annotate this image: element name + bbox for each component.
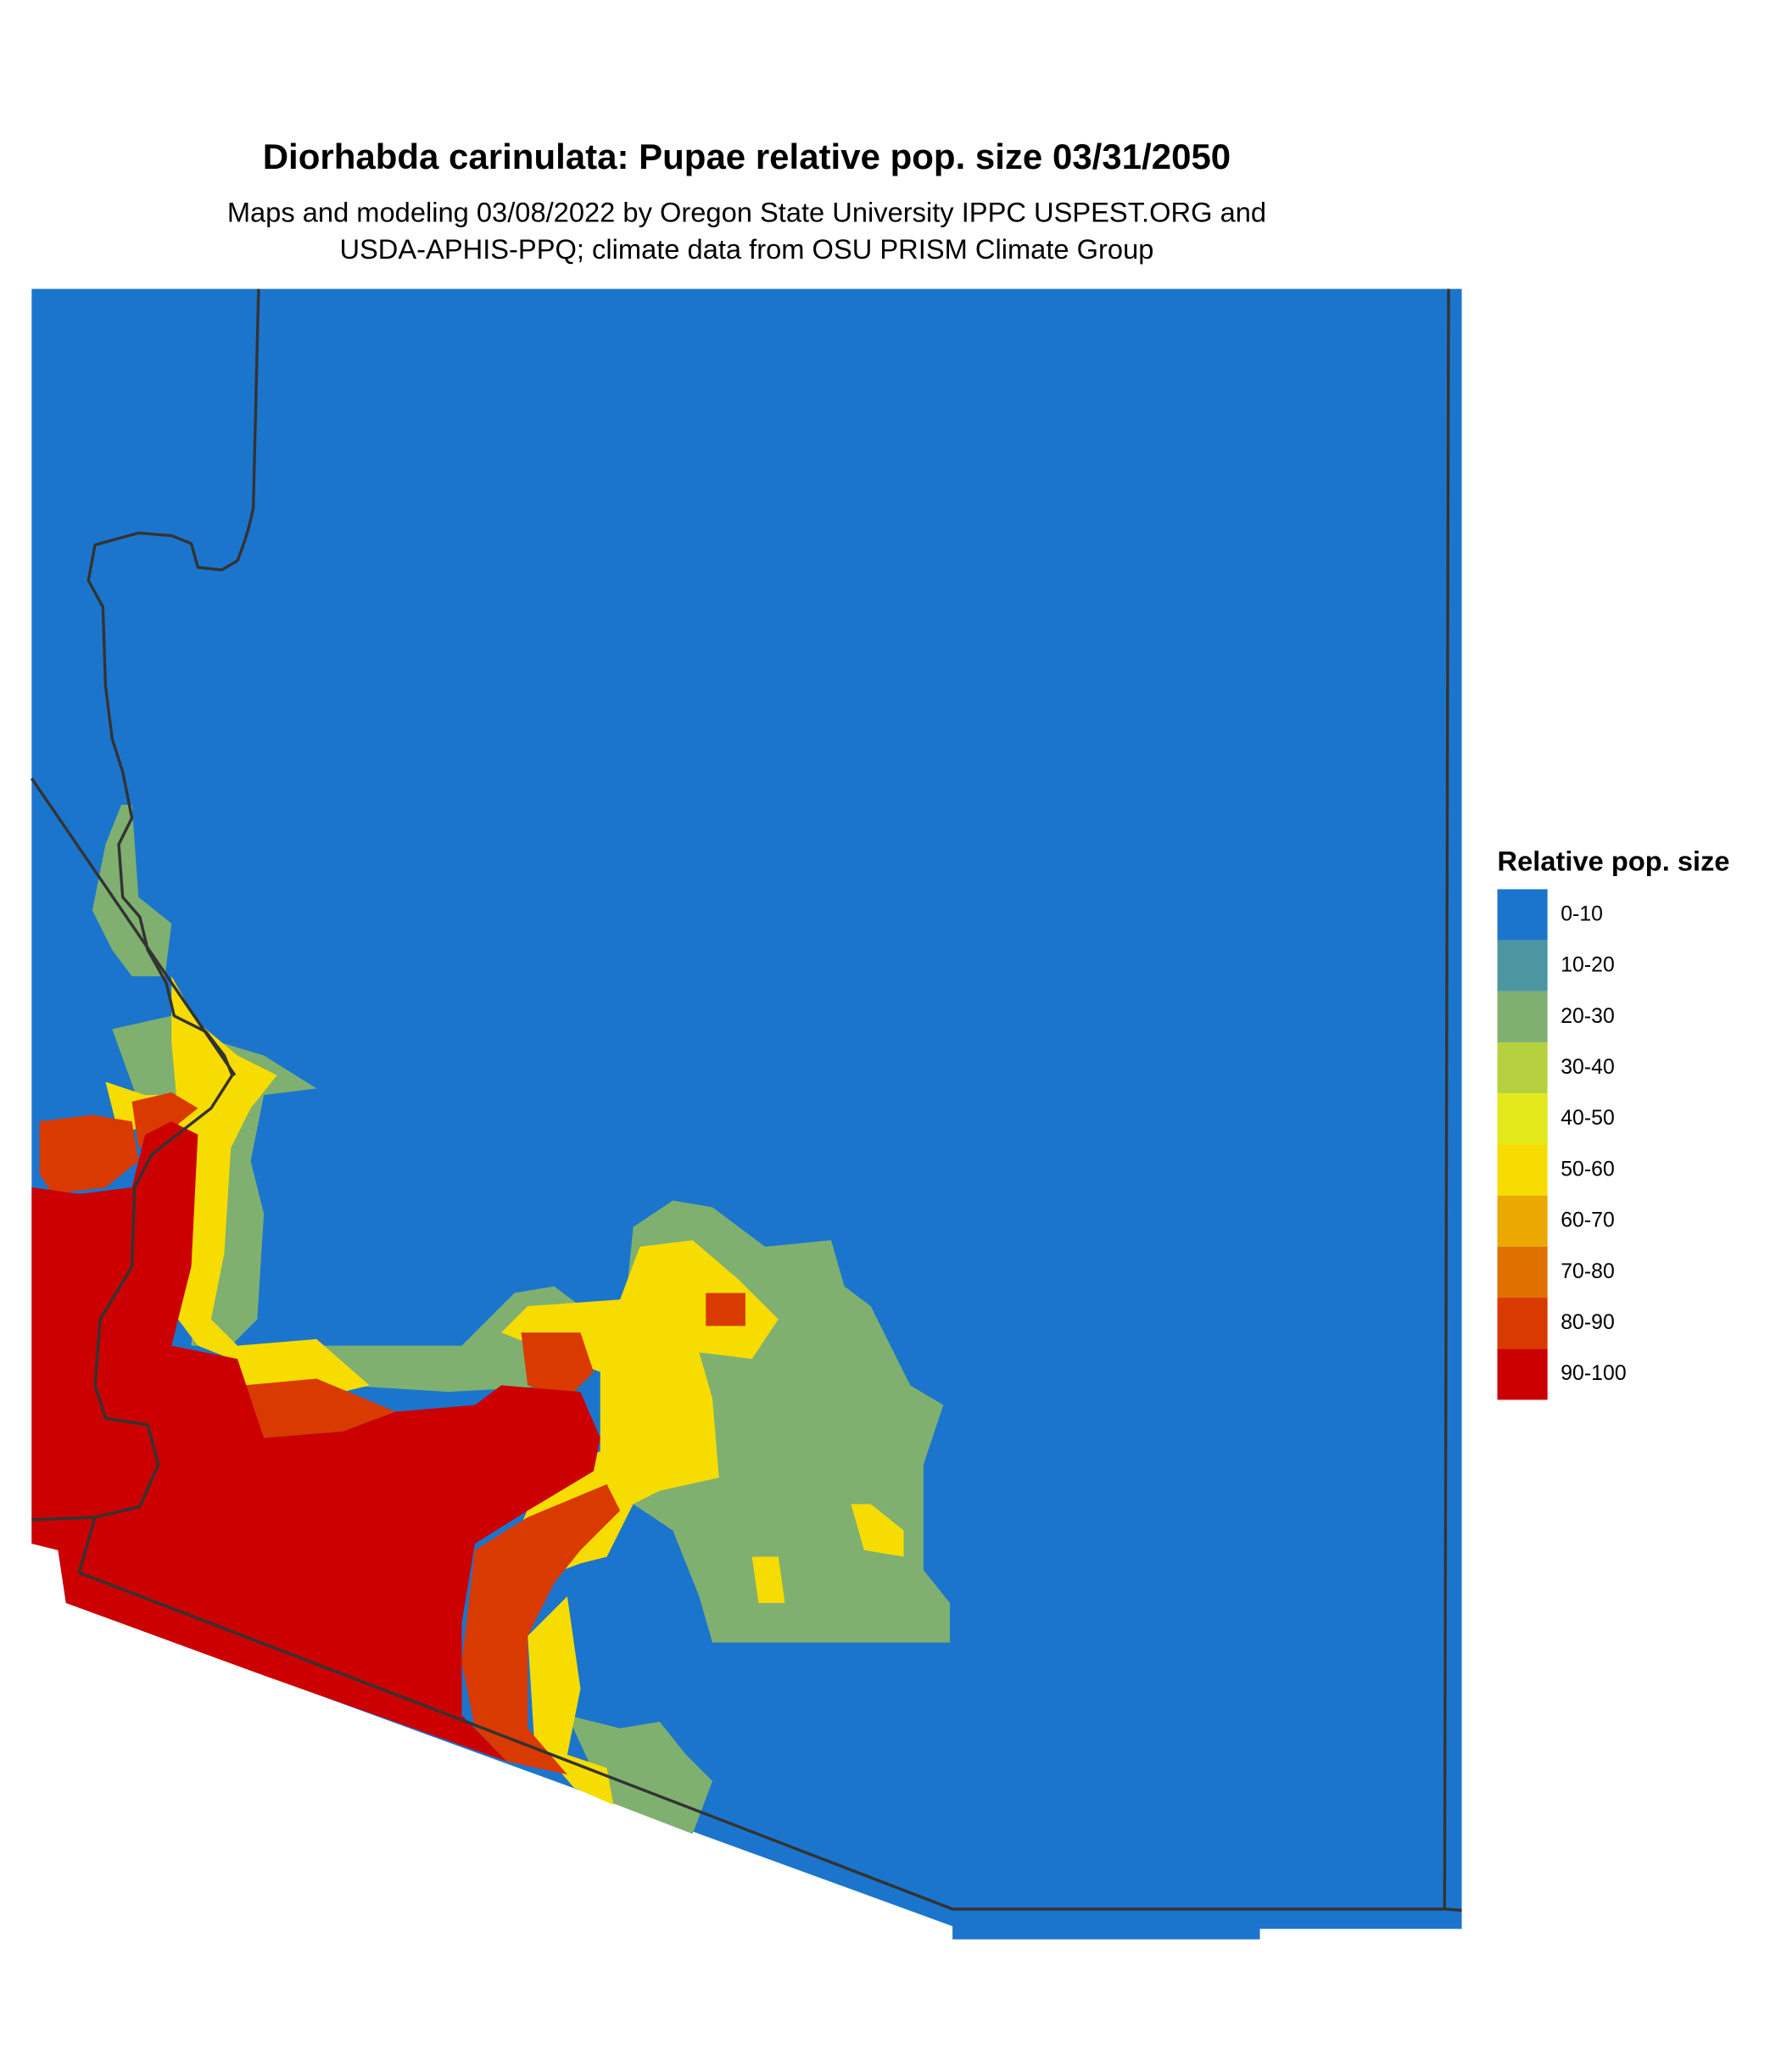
legend-swatch [1497, 889, 1548, 941]
legend-swatch [1497, 1195, 1548, 1247]
region [316, 1286, 581, 1393]
legend-swatch [1497, 1042, 1548, 1094]
legend-label: 20-30 [1560, 1004, 1615, 1028]
map-subtitle: USDA-APHIS-PPQ; climate data from OSU PR… [339, 233, 1153, 265]
region [567, 1715, 712, 1835]
legend-label: 40-50 [1560, 1106, 1615, 1130]
legend-swatch [1497, 940, 1548, 991]
legend-swatch [1497, 1093, 1548, 1145]
region [461, 1484, 621, 1775]
legend-label: 60-70 [1560, 1209, 1615, 1232]
legend-swatch [1497, 1349, 1548, 1400]
region [243, 1378, 396, 1438]
legend-label: 30-40 [1560, 1055, 1615, 1079]
legend-swatch [1497, 991, 1548, 1043]
legend-label: 50-60 [1560, 1157, 1615, 1181]
state-border [30, 777, 237, 1076]
region [171, 976, 277, 1372]
legend-label: 80-90 [1560, 1310, 1615, 1334]
legend-label: 10-20 [1560, 953, 1615, 977]
legend-label: 0-10 [1560, 902, 1603, 925]
state-border [77, 288, 1450, 1911]
region [851, 1504, 904, 1557]
state-border [1444, 1907, 1462, 1913]
legend-label: 90-100 [1560, 1361, 1626, 1385]
map-title: Diorhabda carinulata: Pupae relative pop… [263, 137, 1231, 176]
legend-title: Relative pop. size [1498, 846, 1730, 877]
region [706, 1293, 745, 1326]
legend-swatch [1497, 1246, 1548, 1298]
legend-swatch [1497, 1144, 1548, 1196]
legend: Relative pop. size 0-10 10-20 20-30 30-40 40… [1497, 846, 1730, 1400]
map-subtitle: Maps and modeling 03/08/2022 by Oregon S… [227, 196, 1266, 227]
legend-swatch [1497, 1298, 1548, 1349]
legend-label: 70-80 [1560, 1259, 1615, 1283]
region [31, 1121, 600, 1762]
region [751, 1556, 785, 1603]
region [39, 1114, 139, 1194]
region [521, 1332, 594, 1399]
state-border [31, 1516, 96, 1522]
region [92, 804, 172, 977]
map [30, 288, 1462, 1940]
